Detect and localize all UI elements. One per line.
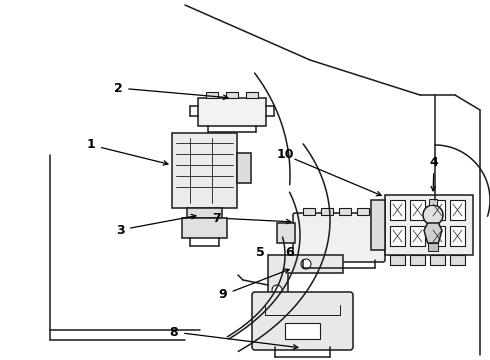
Bar — [450, 226, 465, 246]
Bar — [410, 226, 425, 246]
Bar — [410, 200, 425, 220]
Bar — [321, 208, 333, 215]
Bar — [357, 208, 369, 215]
Bar — [410, 255, 425, 265]
Bar — [450, 200, 465, 220]
Bar — [430, 255, 445, 265]
Text: 7: 7 — [212, 211, 220, 225]
Text: 5: 5 — [256, 246, 265, 258]
Polygon shape — [268, 255, 343, 310]
FancyBboxPatch shape — [252, 292, 353, 350]
Polygon shape — [424, 223, 442, 243]
Bar — [246, 92, 258, 98]
Bar — [430, 226, 445, 246]
Text: 4: 4 — [430, 157, 439, 170]
Bar — [390, 200, 405, 220]
Bar — [390, 226, 405, 246]
Text: 8: 8 — [170, 325, 178, 338]
Bar — [429, 199, 437, 205]
Bar — [187, 208, 222, 218]
Bar — [430, 200, 445, 220]
Circle shape — [423, 205, 443, 225]
Circle shape — [272, 285, 282, 295]
Bar — [428, 243, 438, 251]
Bar — [450, 255, 465, 265]
Bar — [226, 92, 238, 98]
Bar — [285, 323, 320, 339]
Bar — [390, 255, 405, 265]
FancyBboxPatch shape — [293, 213, 385, 262]
Text: 2: 2 — [114, 81, 122, 94]
Bar — [339, 208, 351, 215]
Bar — [237, 153, 251, 183]
Bar — [206, 92, 218, 98]
Bar — [198, 98, 266, 126]
Bar — [277, 223, 295, 243]
Bar — [172, 133, 237, 208]
Bar — [371, 200, 385, 250]
Text: 9: 9 — [219, 288, 227, 302]
Text: 6: 6 — [286, 246, 294, 258]
Bar — [303, 208, 315, 215]
Text: 10: 10 — [276, 148, 294, 162]
Circle shape — [301, 259, 311, 269]
Text: 1: 1 — [87, 139, 96, 152]
Bar — [385, 195, 473, 255]
Text: 3: 3 — [116, 224, 124, 237]
Bar — [182, 218, 227, 238]
